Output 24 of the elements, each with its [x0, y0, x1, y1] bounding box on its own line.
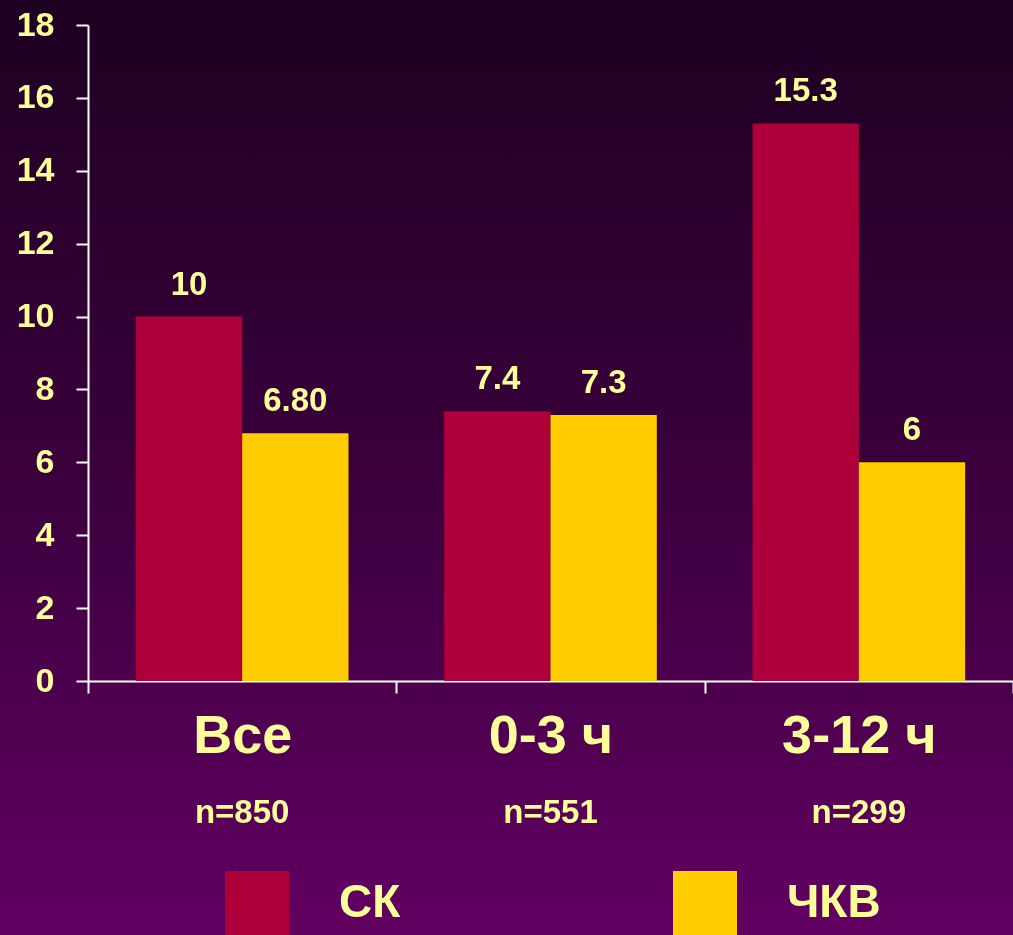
data-label: 10 [170, 264, 208, 302]
y-tick-label: 18 [16, 4, 55, 43]
y-tick-label: 16 [16, 77, 55, 116]
data-label: 6 [902, 410, 922, 448]
data-label: 7.4 [474, 359, 521, 397]
legend-label: СК [339, 875, 402, 927]
text: n=551 [503, 793, 598, 830]
y-tick-label: 4 [35, 514, 55, 553]
y-tick-label: 0 [35, 660, 55, 699]
y-tick-label: 8 [35, 368, 55, 407]
y-tick-label: 6 [35, 441, 55, 480]
x-tick-label: 0-3 ч [488, 703, 614, 764]
data-label: 6.80 [263, 381, 328, 419]
x-tick-label: 3-12 ч [782, 703, 937, 764]
data-label: 15.3 [773, 71, 838, 109]
x-tick-label: Все [193, 703, 293, 764]
y-tick-label: 14 [16, 150, 55, 189]
text: n=299 [811, 793, 907, 830]
y-tick-label: 12 [16, 223, 55, 262]
text: n=850 [194, 793, 290, 830]
legend-label: ЧКВ [787, 875, 881, 927]
data-label: 7.3 [580, 362, 627, 400]
y-tick-label: 2 [35, 587, 55, 626]
y-tick-label: 10 [16, 296, 55, 335]
